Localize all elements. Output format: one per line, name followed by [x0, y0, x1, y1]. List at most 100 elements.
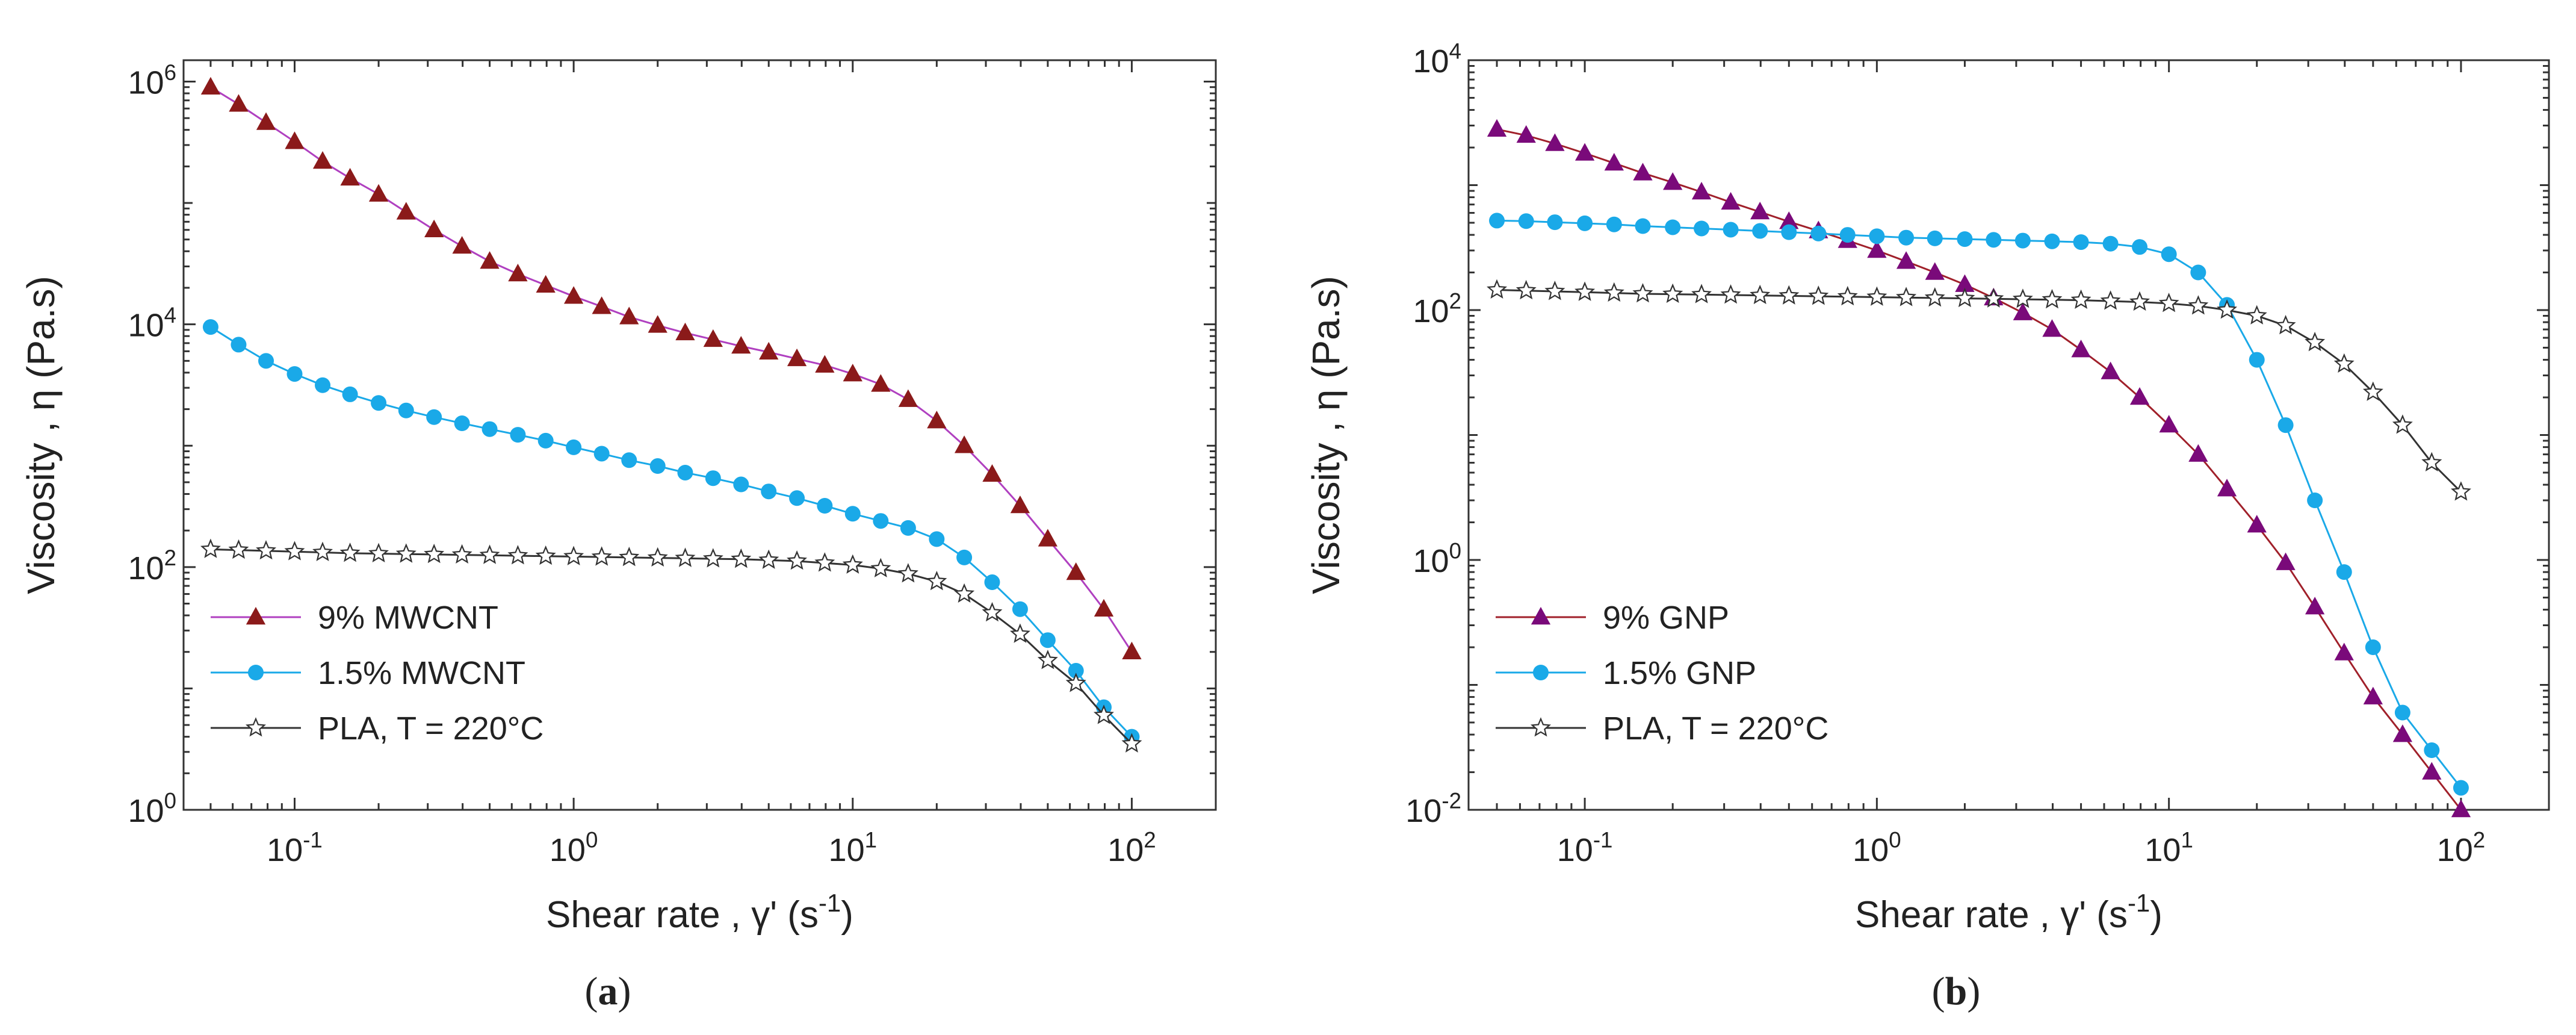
- data-point: [1723, 222, 1739, 238]
- data-point: [2070, 289, 2091, 309]
- data-point: [1927, 230, 1943, 246]
- legend: 9% MWCNT 1.5% MWCNT PLA, T = 220°C: [211, 600, 543, 747]
- data-point: [761, 483, 777, 500]
- x-axis-title-main: Shear rate , γ' (s: [546, 894, 819, 936]
- data-point: [229, 94, 249, 112]
- data-point: [1489, 213, 1505, 229]
- data-point: [480, 251, 500, 269]
- data-point: [1837, 285, 1858, 306]
- data-point: [2190, 264, 2206, 281]
- data-point: [842, 554, 863, 574]
- panel-caption: (a): [585, 969, 631, 1013]
- data-point: [481, 421, 498, 437]
- y-tick-label-base: 10: [128, 64, 164, 101]
- data-point: [2129, 387, 2150, 405]
- data-point: [342, 386, 358, 402]
- series-0: [200, 76, 1142, 659]
- data-point: [256, 112, 276, 130]
- legend-label: PLA, T = 220°C: [1603, 710, 1828, 747]
- data-point: [2247, 515, 2267, 533]
- data-point: [1750, 202, 1770, 220]
- data-point: [1093, 704, 1114, 724]
- y-tick-label-base: 10: [1413, 293, 1449, 329]
- y-tick-label-exp: 2: [1449, 288, 1461, 313]
- data-point: [789, 490, 805, 506]
- legend-label: 1.5% MWCNT: [318, 655, 525, 691]
- x-axis-title: Shear rate , γ' (s-1): [546, 889, 853, 936]
- data-point: [536, 275, 556, 293]
- data-point: [1924, 287, 1945, 307]
- data-point: [815, 355, 835, 373]
- series-2: [1487, 279, 2471, 501]
- data-point: [2044, 233, 2060, 249]
- data-point: [1010, 623, 1030, 643]
- data-point: [563, 286, 584, 304]
- data-point: [1574, 281, 1596, 301]
- data-point: [424, 544, 445, 564]
- data-point: [1779, 285, 1800, 305]
- data-point: [340, 167, 360, 186]
- data-point: [231, 337, 247, 353]
- data-point: [2159, 415, 2179, 433]
- data-point: [200, 76, 221, 95]
- data-point: [2102, 235, 2119, 252]
- data-point: [787, 550, 807, 570]
- data-point: [677, 464, 693, 480]
- data-point: [2307, 492, 2323, 508]
- data-point: [1662, 283, 1683, 303]
- y-axis-title: Viscosity , η (Pa.s): [19, 276, 63, 594]
- data-point: [1779, 211, 1799, 229]
- y-tick-label: 102: [1413, 288, 1462, 329]
- data-point: [1867, 240, 1887, 258]
- data-point: [315, 377, 331, 393]
- data-point: [2392, 414, 2413, 434]
- x-tick-label: 102: [2437, 827, 2485, 868]
- y-tick-label-base: 10: [1405, 793, 1441, 829]
- data-point: [1983, 288, 2004, 308]
- data-point: [2013, 302, 2033, 320]
- data-point: [900, 520, 916, 536]
- data-point: [897, 563, 918, 583]
- data-point: [1516, 125, 1536, 143]
- data-point: [870, 558, 891, 577]
- data-point: [1606, 216, 1622, 232]
- data-point: [1663, 172, 1683, 190]
- data-point: [1691, 284, 1712, 303]
- data-point: [454, 415, 470, 432]
- data-point: [1516, 279, 1537, 300]
- x-tick-label-exp: 1: [865, 827, 877, 852]
- data-point: [1808, 285, 1829, 305]
- x-tick-label: 102: [1107, 827, 1156, 868]
- data-point: [2275, 315, 2296, 335]
- x-tick-label-exp: -1: [1593, 827, 1613, 852]
- data-point: [398, 402, 414, 418]
- data-point: [733, 476, 749, 493]
- data-point: [1068, 662, 1084, 679]
- plot-frame: [182, 59, 1217, 811]
- data-point: [1869, 228, 1885, 244]
- y-tick-label-exp: 0: [164, 788, 176, 813]
- data-point: [200, 538, 221, 558]
- data-point: [591, 546, 612, 566]
- data-point: [1750, 284, 1771, 305]
- data-point: [2014, 232, 2031, 249]
- data-point: [2071, 340, 2091, 358]
- legend-marker: [1531, 607, 1551, 625]
- data-point: [926, 571, 947, 591]
- x-tick-label-base: 10: [1557, 832, 1593, 868]
- data-point: [1955, 274, 1975, 292]
- data-point: [647, 547, 668, 567]
- x-tick-label-base: 10: [267, 832, 303, 868]
- y-tick-label-exp: -2: [1441, 788, 1461, 813]
- data-point: [507, 545, 528, 565]
- x-tick-label-base: 10: [1107, 832, 1144, 868]
- data-point: [2161, 246, 2177, 263]
- data-point: [1487, 119, 1507, 137]
- plot-frame: [1467, 59, 2550, 811]
- data-point: [1603, 282, 1624, 302]
- data-point: [2362, 381, 2383, 401]
- data-point: [508, 264, 528, 282]
- data-point: [1545, 133, 1565, 151]
